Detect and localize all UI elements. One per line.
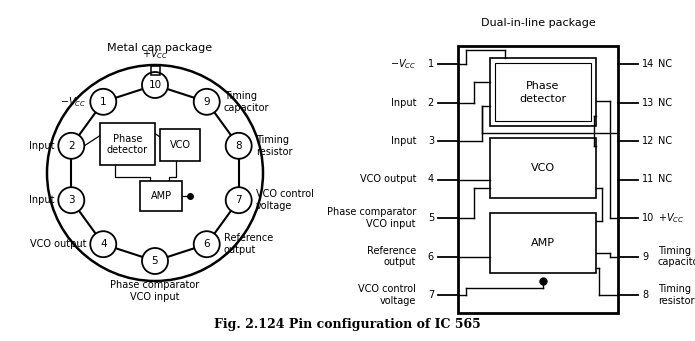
- Text: NC: NC: [658, 98, 672, 107]
- Text: 13: 13: [642, 98, 654, 107]
- Text: 7: 7: [427, 290, 434, 300]
- Text: $-V_{CC}$: $-V_{CC}$: [60, 95, 86, 109]
- Bar: [490, 213, 596, 273]
- Text: 5: 5: [152, 256, 158, 266]
- Bar: [100, 123, 155, 165]
- Text: $-V_{CC}$: $-V_{CC}$: [390, 57, 416, 71]
- Text: Timing
resistor: Timing resistor: [658, 284, 694, 306]
- Circle shape: [194, 89, 220, 115]
- Text: 6: 6: [204, 239, 210, 249]
- Text: 1: 1: [100, 97, 106, 107]
- Circle shape: [142, 72, 168, 98]
- Text: 2: 2: [68, 141, 74, 151]
- Circle shape: [90, 89, 116, 115]
- Text: Timing
resistor: Timing resistor: [256, 135, 292, 157]
- Text: Input: Input: [391, 136, 416, 146]
- Circle shape: [226, 187, 252, 213]
- Text: 4: 4: [428, 175, 434, 184]
- Circle shape: [58, 133, 84, 159]
- Text: 6: 6: [428, 252, 434, 262]
- Text: VCO: VCO: [531, 163, 555, 173]
- Text: NC: NC: [658, 59, 672, 69]
- Text: NC: NC: [658, 136, 672, 146]
- Text: Timing
capacitor: Timing capacitor: [658, 246, 695, 267]
- Text: Phase: Phase: [113, 134, 142, 144]
- Text: VCO control
voltage: VCO control voltage: [358, 284, 416, 306]
- Bar: [490, 138, 596, 198]
- Text: VCO output: VCO output: [359, 175, 416, 184]
- Text: AMP: AMP: [531, 238, 555, 248]
- Text: NC: NC: [658, 175, 672, 184]
- Text: $+V_{CC}$: $+V_{CC}$: [658, 211, 685, 225]
- Text: 5: 5: [427, 213, 434, 223]
- Text: Metal can package: Metal can package: [108, 43, 213, 53]
- Bar: [490, 58, 596, 126]
- Text: VCO control
voltage: VCO control voltage: [256, 189, 313, 211]
- Text: Timing
capacitor: Timing capacitor: [224, 91, 269, 113]
- Circle shape: [226, 133, 252, 159]
- Text: 3: 3: [428, 136, 434, 146]
- Text: 14: 14: [642, 59, 654, 69]
- Text: 11: 11: [642, 175, 654, 184]
- Text: detector: detector: [107, 145, 148, 155]
- Text: 4: 4: [100, 239, 106, 249]
- Text: 8: 8: [236, 141, 242, 151]
- Text: 7: 7: [236, 195, 242, 205]
- Text: 3: 3: [68, 195, 74, 205]
- Circle shape: [58, 187, 84, 213]
- Circle shape: [142, 248, 168, 274]
- Text: Phase comparator
VCO input: Phase comparator VCO input: [327, 207, 416, 229]
- Text: Reference
output: Reference output: [224, 233, 273, 255]
- Text: 10: 10: [642, 213, 654, 223]
- Text: Phase: Phase: [526, 81, 559, 91]
- Bar: [495, 63, 591, 121]
- Text: AMP: AMP: [150, 191, 172, 201]
- Text: Dual-in-line package: Dual-in-line package: [481, 18, 596, 28]
- Text: $+V_{CC}$: $+V_{CC}$: [142, 47, 168, 61]
- Text: 10: 10: [149, 80, 161, 90]
- Text: 8: 8: [642, 290, 648, 300]
- Text: 1: 1: [428, 59, 434, 69]
- Text: Phase comparator
VCO input: Phase comparator VCO input: [111, 280, 199, 301]
- Text: VCO output: VCO output: [30, 239, 86, 249]
- Bar: [151, 66, 159, 75]
- Circle shape: [194, 231, 220, 257]
- Text: VCO: VCO: [170, 140, 190, 150]
- Text: 2: 2: [427, 98, 434, 107]
- Text: 12: 12: [642, 136, 655, 146]
- Bar: [458, 46, 618, 313]
- Text: Fig. 2.124 Pin configuration of IC 565: Fig. 2.124 Pin configuration of IC 565: [213, 318, 480, 331]
- Bar: [160, 129, 200, 161]
- Text: Input: Input: [28, 141, 54, 151]
- Circle shape: [90, 231, 116, 257]
- Text: Input: Input: [391, 98, 416, 107]
- Text: Input: Input: [28, 195, 54, 205]
- Bar: [140, 181, 182, 211]
- Text: detector: detector: [519, 94, 566, 104]
- Text: 9: 9: [204, 97, 210, 107]
- Text: Reference
output: Reference output: [367, 246, 416, 267]
- Text: 9: 9: [642, 252, 648, 262]
